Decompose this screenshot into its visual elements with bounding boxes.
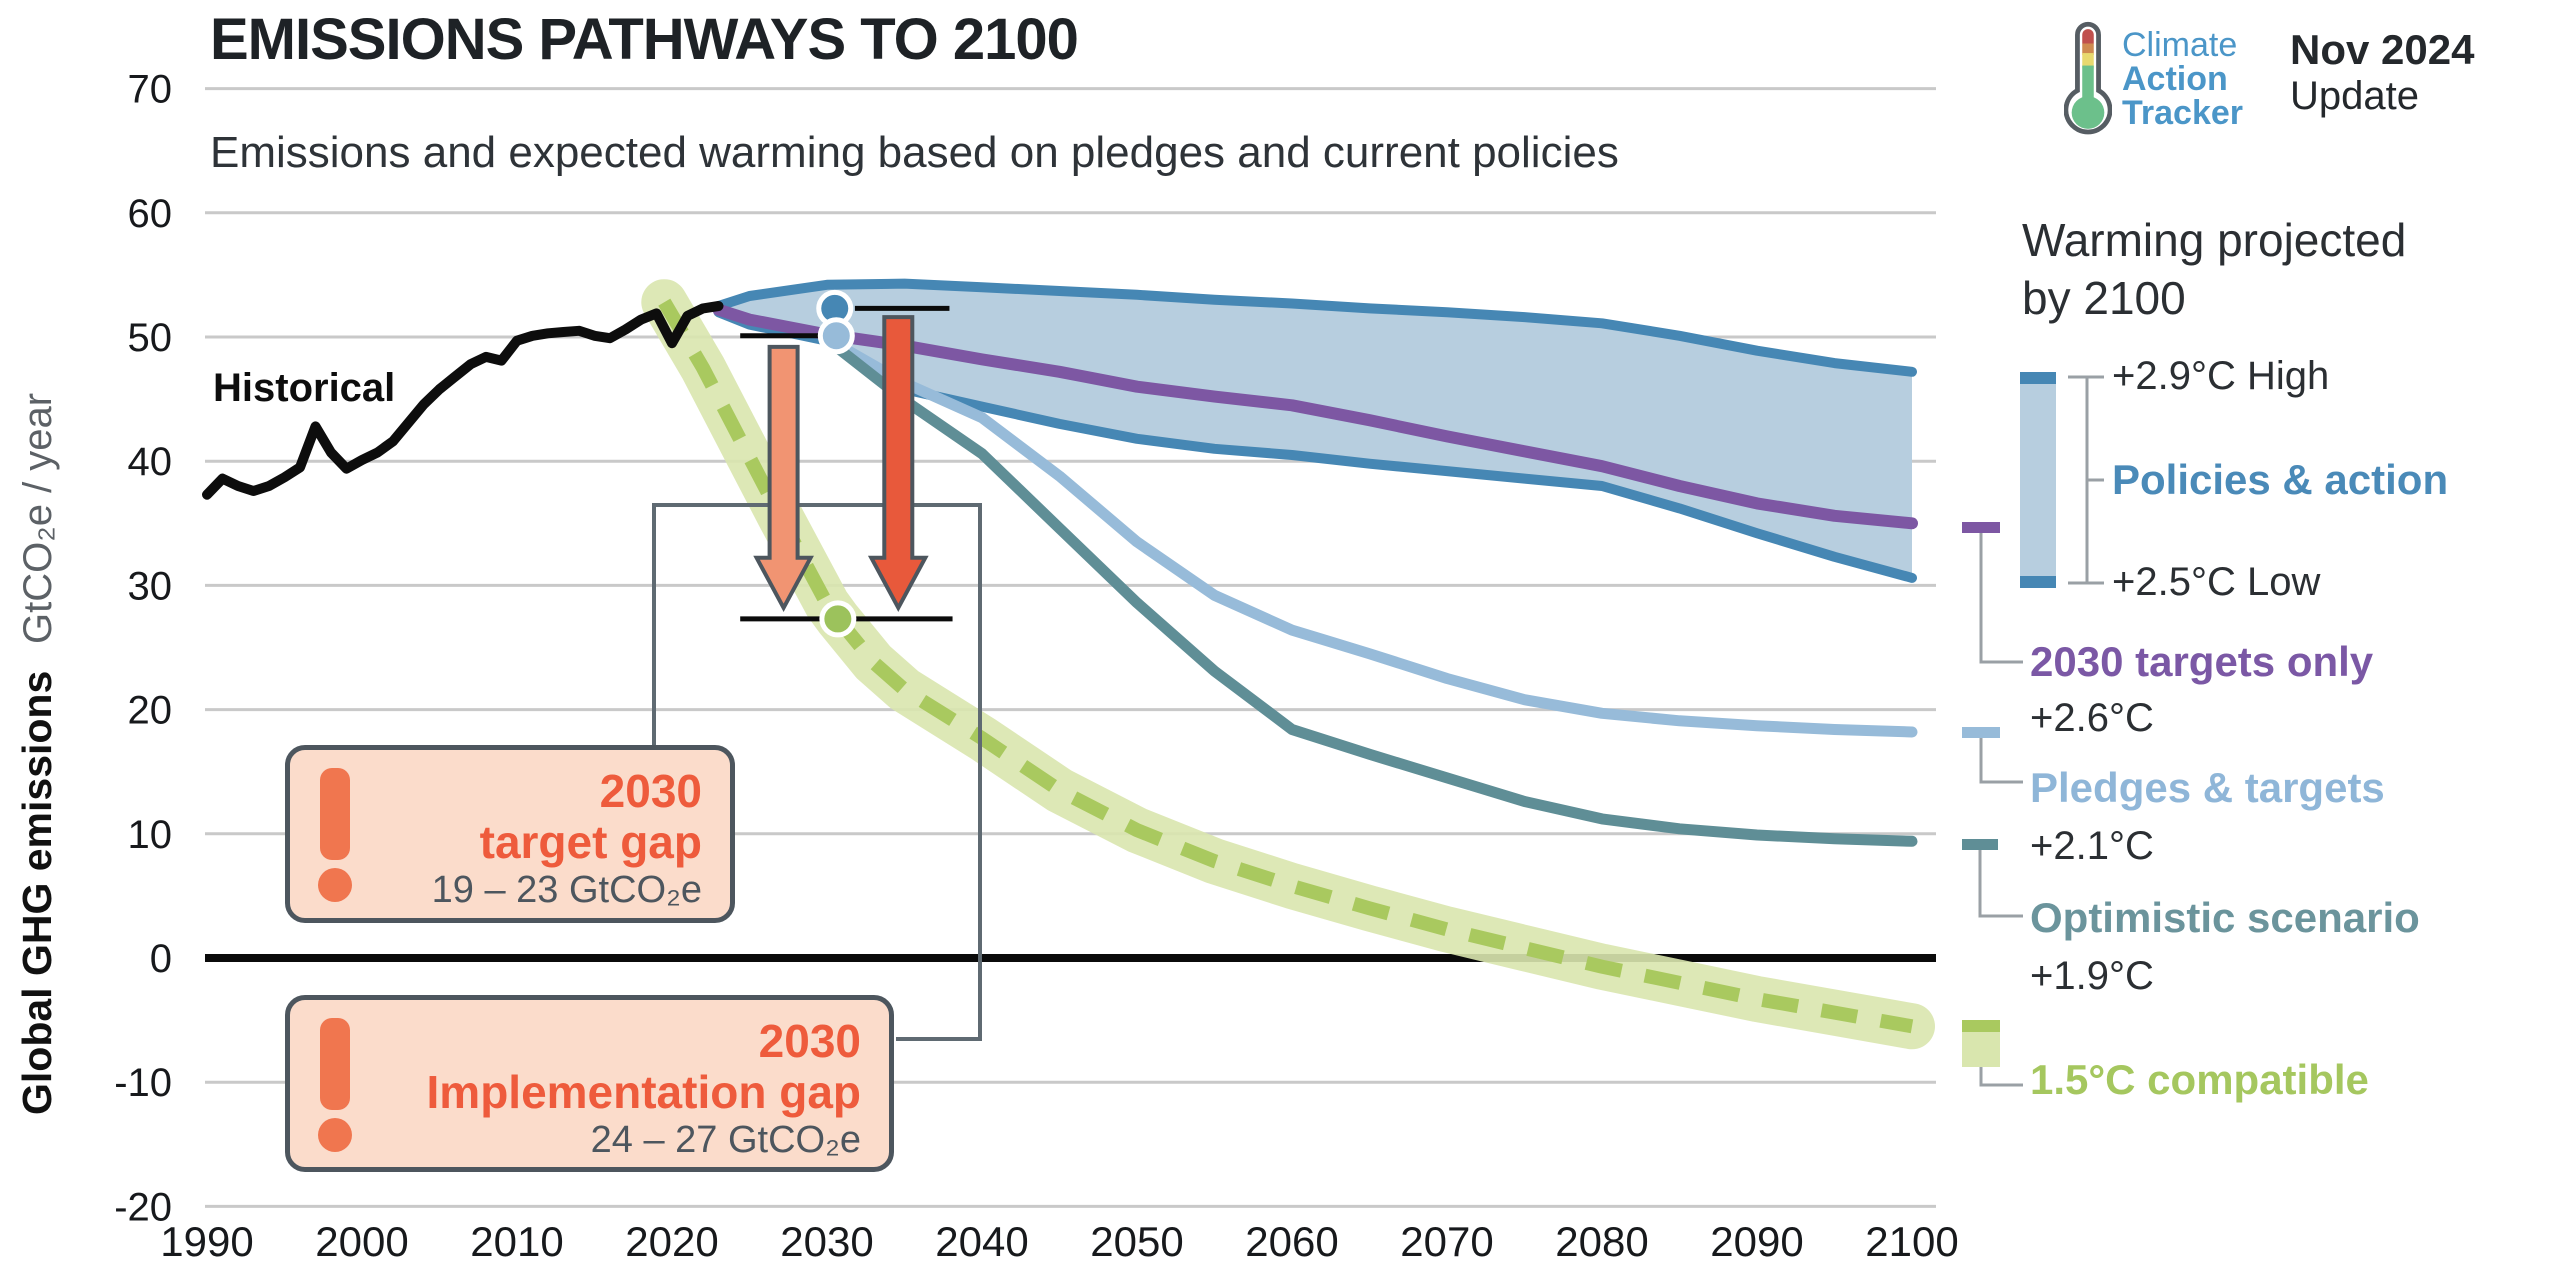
x-tick-label: 1990 <box>160 1218 253 1265</box>
y-tick-label: 70 <box>128 68 173 112</box>
y-tick-label: 10 <box>128 813 173 857</box>
legend-title-line2: by 2100 <box>2022 271 2186 324</box>
legend-policies-bracket <box>2068 375 2104 585</box>
legend-policies-label: Policies & action <box>2112 456 2449 503</box>
thermometer-icon <box>2063 21 2113 135</box>
x-tick-label: 2090 <box>1710 1218 1803 1265</box>
y-tick-label: 20 <box>128 689 173 733</box>
implementation-gap-title: Implementation gap <box>426 1065 861 1118</box>
legend-policies-high: +2.9°C High <box>2112 354 2330 398</box>
legend-policies-low: +2.5°C Low <box>2112 560 2321 604</box>
target-gap-range: 19 – 23 GtCO₂e <box>431 869 702 912</box>
legend-policies-bar <box>2020 372 2056 588</box>
y-tick-label: -10 <box>114 1061 172 1105</box>
implementation-gap-year: 2030 <box>758 1015 861 1067</box>
compatible-2030-dot <box>819 600 857 638</box>
x-tick-label: 2050 <box>1090 1218 1183 1265</box>
x-tick-label: 2000 <box>315 1218 408 1265</box>
compatible-1p5-line <box>658 298 1914 1034</box>
y-tick-label: 0 <box>150 937 172 981</box>
climate-action-tracker-logo <box>2063 20 2113 143</box>
logo-line-climate: Climate <box>2122 26 2238 64</box>
page-subtitle: Emissions and expected warming based on … <box>210 128 1619 177</box>
implementation-gap-arrow <box>867 315 929 613</box>
logo-line-action: Action <box>2122 60 2228 98</box>
page-title: EMISSIONS PATHWAYS TO 2100 <box>210 7 1079 72</box>
y-axis-label-bold: Global GHG emissions <box>14 670 60 1115</box>
legend-pledges-bracket <box>1979 738 2023 784</box>
x-tick-label: 2070 <box>1400 1218 1493 1265</box>
legend-optimistic-bracket <box>1978 850 2023 918</box>
policies-band-top-edge <box>713 278 1917 377</box>
target-gap-arrow <box>753 344 814 613</box>
y-tick-label: -20 <box>114 1185 172 1229</box>
legend-optimistic-label: Optimistic scenario <box>2030 894 2420 941</box>
target-gap-text: 2030 target gap 19 – 23 GtCO₂e <box>432 766 702 915</box>
legend-targets-temp: +2.6°C <box>2030 696 2154 740</box>
legend-optimistic-tick <box>1962 839 1998 850</box>
logo-line-tracker: Tracker <box>2122 94 2243 132</box>
pledges-targets-line <box>829 337 1918 738</box>
legend-optimistic-temp: +1.9°C <box>2030 954 2154 998</box>
legend-pledges-label: Pledges & targets <box>2030 764 2385 811</box>
gap-box-connector <box>652 503 982 1041</box>
legend-pledges-temp: +2.1°C <box>2030 824 2154 868</box>
legend-targets-tick <box>1962 522 2000 533</box>
legend-policies-bar-cap-top <box>2020 372 2056 384</box>
logo-wordmark: Climate Action Tracker <box>2122 28 2243 130</box>
x-tick-label: 2020 <box>625 1218 718 1265</box>
target-gap-year: 2030 <box>599 765 702 817</box>
implementation-gap-box: 2030 Implementation gap 24 – 27 GtCO₂e <box>285 995 894 1172</box>
x-tick-label: 2060 <box>1245 1218 1338 1265</box>
y-axis-label: Global GHG emissions GtCO₂e / year <box>14 393 61 1115</box>
historical-label: Historical <box>213 366 396 410</box>
optimistic-line <box>829 340 1918 847</box>
targets-only-line <box>712 303 1918 530</box>
implementation-gap-range: 24 – 27 GtCO₂e <box>590 1119 861 1162</box>
y-tick-label: 40 <box>128 440 173 484</box>
implementation-gap-text: 2030 Implementation gap 24 – 27 GtCO₂e <box>427 1016 861 1165</box>
x-tick-label: 2010 <box>470 1218 563 1265</box>
pledges-2030-dot <box>817 317 855 355</box>
x-tick-label: 2040 <box>935 1218 1028 1265</box>
update-date: Nov 2024 <box>2290 26 2475 73</box>
legend-targets-bracket <box>1979 533 2023 664</box>
legend-compatible-bracket <box>1979 1067 2023 1087</box>
x-tick-label: 2100 <box>1865 1218 1958 1265</box>
y-tick-label: 60 <box>128 192 173 236</box>
y-tick-label: 50 <box>128 316 173 360</box>
target-gap-title: target gap <box>479 815 702 868</box>
legend-policies-bar-cap-bottom <box>2020 576 2056 588</box>
x-tick-label: 2080 <box>1555 1218 1648 1265</box>
target-gap-box: 2030 target gap 19 – 23 GtCO₂e <box>285 745 735 923</box>
legend-compatible-label: 1.5°C compatible <box>2030 1056 2369 1103</box>
legend-title: Warming projected by 2100 <box>2022 212 2406 328</box>
policies-action-band <box>718 283 1912 578</box>
update-word: Update <box>2290 74 2419 118</box>
legend-compatible-square-stripe <box>1962 1020 2000 1032</box>
legend-title-line1: Warming projected <box>2022 214 2407 266</box>
y-tick-label: 30 <box>128 564 173 608</box>
legend-pledges-tick <box>1962 727 2000 738</box>
legend-targets-label: 2030 targets only <box>2030 638 2374 685</box>
historical-line <box>202 301 724 500</box>
y-axis-label-unit: GtCO₂e / year <box>16 392 60 645</box>
x-tick-label: 2030 <box>780 1218 873 1265</box>
